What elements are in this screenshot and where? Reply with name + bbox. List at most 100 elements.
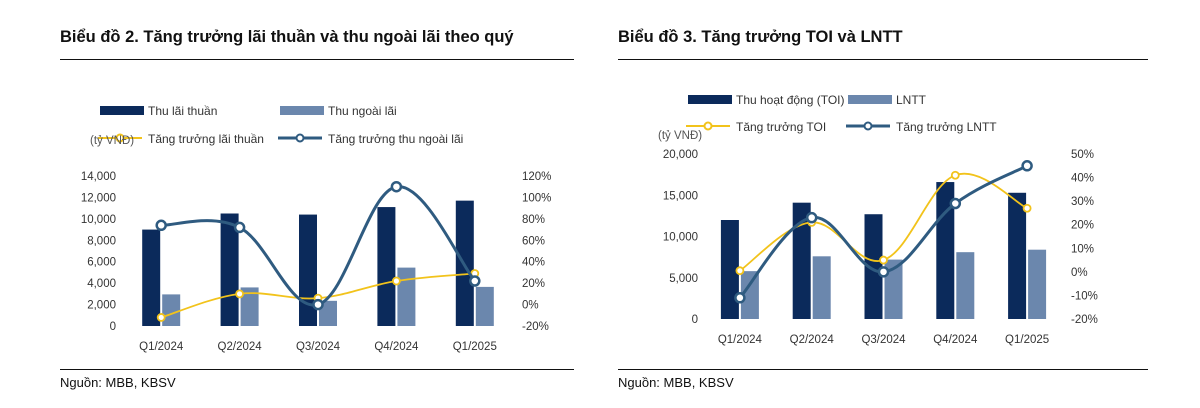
legend-swatch bbox=[688, 95, 732, 104]
y-right-tick-label: -10% bbox=[1071, 290, 1098, 302]
legend-label: Tăng trưởng LNTT bbox=[896, 120, 997, 134]
y-left-tick-label: 2,000 bbox=[87, 300, 116, 312]
y-right-tick-label: -20% bbox=[522, 321, 549, 333]
y-left-tick-label: 4,000 bbox=[87, 278, 116, 290]
bar bbox=[792, 202, 811, 319]
series-point bbox=[877, 266, 890, 278]
y-right-tick-label: 0% bbox=[1071, 267, 1088, 279]
x-tick-label: Q3/2024 bbox=[861, 334, 906, 346]
chart-title: Biểu đồ 3. Tăng trưởng TOI và LNTT bbox=[618, 28, 903, 46]
title-rule bbox=[618, 59, 1148, 60]
legend-label: LNTT bbox=[896, 93, 927, 107]
legend-label: Thu lãi thuần bbox=[148, 104, 217, 118]
y-left-tick-label: 12,000 bbox=[81, 192, 116, 204]
source-rule bbox=[618, 369, 1148, 370]
legend-label: Thu ngoài lãi bbox=[328, 104, 397, 118]
bar bbox=[956, 252, 975, 319]
legend-swatch bbox=[100, 106, 144, 115]
y-right-tick-label: 60% bbox=[522, 235, 545, 247]
legend-label: Tăng trưởng TOI bbox=[736, 120, 826, 134]
y-right-tick-label: 120% bbox=[522, 171, 551, 183]
x-tick-label: Q2/2024 bbox=[218, 341, 263, 353]
bar bbox=[740, 271, 759, 319]
y-right-tick-label: -20% bbox=[1071, 314, 1098, 326]
x-tick-label: Q2/2024 bbox=[790, 334, 835, 346]
series-line bbox=[161, 185, 476, 307]
series-point bbox=[1021, 160, 1033, 172]
bar bbox=[319, 300, 337, 326]
x-tick-label: Q1/2025 bbox=[453, 341, 497, 353]
title-rule bbox=[60, 59, 574, 60]
series-line bbox=[738, 164, 1028, 299]
series-point bbox=[469, 275, 481, 287]
y-right-tick-label: 20% bbox=[522, 278, 545, 290]
x-tick-label: Q1/2024 bbox=[718, 334, 763, 346]
y-right-tick-label: 40% bbox=[522, 257, 545, 269]
legend-marker bbox=[295, 133, 305, 143]
legend-marker bbox=[703, 121, 713, 131]
legend-marker bbox=[863, 121, 873, 131]
series-point bbox=[233, 221, 246, 234]
bar bbox=[720, 220, 739, 319]
bar bbox=[240, 287, 259, 326]
bar bbox=[1028, 249, 1047, 319]
bar bbox=[162, 294, 181, 326]
series-point bbox=[734, 292, 746, 304]
y-left-tick-label: 20,000 bbox=[663, 149, 698, 161]
legend-swatch bbox=[280, 106, 324, 115]
series-point bbox=[879, 255, 888, 265]
y-right-tick-label: 10% bbox=[1071, 243, 1094, 255]
y-left-tick-label: 15,000 bbox=[663, 190, 698, 202]
bar bbox=[397, 267, 416, 326]
y-left-tick-label: 8,000 bbox=[87, 235, 116, 247]
series-point bbox=[805, 211, 818, 224]
y-left-tick-label: 0 bbox=[692, 314, 698, 326]
x-tick-label: Q1/2025 bbox=[1005, 334, 1049, 346]
bar bbox=[299, 214, 317, 326]
y-right-tick-label: 40% bbox=[1071, 173, 1094, 185]
chart-panel-2: Biểu đồ 2. Tăng trưởng lãi thuần và thu … bbox=[60, 0, 574, 408]
y-right-tick-label: 20% bbox=[1071, 220, 1094, 232]
legend-swatch bbox=[848, 95, 892, 104]
bar bbox=[864, 214, 883, 319]
y-left-tick-label: 5,000 bbox=[669, 273, 698, 285]
bar bbox=[884, 259, 903, 319]
source-rule bbox=[60, 369, 574, 370]
chart-title: Biểu đồ 2. Tăng trưởng lãi thuần và thu … bbox=[60, 28, 514, 46]
y-right-tick-label: 0% bbox=[522, 300, 539, 312]
legend-label: Thu hoạt động (TOI) bbox=[736, 93, 845, 107]
y-left-tick-label: 14,000 bbox=[81, 171, 116, 183]
y-left-tick-label: 10,000 bbox=[663, 232, 698, 244]
series-point bbox=[155, 219, 167, 232]
source-note: Nguồn: MBB, KBSV bbox=[60, 375, 176, 390]
legend-label: Tăng trưởng thu ngoài lãi bbox=[328, 132, 463, 146]
series-point bbox=[1022, 203, 1032, 213]
x-tick-label: Q4/2024 bbox=[374, 341, 419, 353]
series-point bbox=[235, 289, 245, 299]
unit-label: (tỷ VNĐ) bbox=[658, 130, 702, 142]
chart-2-svg: Thu lãi thuần Thu ngoài lãi Tăng trưởng lã… bbox=[81, 104, 552, 353]
x-tick-label: Q1/2024 bbox=[139, 341, 184, 353]
series-point bbox=[391, 276, 401, 286]
series-point bbox=[390, 180, 403, 193]
chart-panel-3: Biểu đồ 3. Tăng trưởng TOI và LNTT Thu h… bbox=[618, 0, 1148, 408]
legend-marker bbox=[115, 133, 125, 143]
y-left-tick-label: 0 bbox=[110, 321, 116, 333]
series-point bbox=[949, 197, 962, 210]
y-right-tick-label: 30% bbox=[1071, 196, 1094, 208]
bar bbox=[142, 229, 161, 326]
series-point bbox=[312, 298, 324, 311]
series-point bbox=[735, 266, 745, 276]
bar bbox=[475, 286, 494, 326]
chart-3-svg: Thu hoạt động (TOI) LNTT Tăng trưởng TOI Tă… bbox=[658, 93, 1098, 346]
y-left-tick-label: 10,000 bbox=[81, 214, 116, 226]
series-point bbox=[156, 313, 166, 322]
y-left-tick-label: 6,000 bbox=[87, 257, 116, 269]
unit-label: (tỷ VNĐ) bbox=[90, 135, 134, 147]
bar bbox=[1008, 192, 1027, 319]
bar bbox=[812, 256, 831, 319]
bar bbox=[377, 207, 396, 326]
legend-label: Tăng trưởng lãi thuần bbox=[148, 132, 264, 146]
source-note: Nguồn: MBB, KBSV bbox=[618, 375, 734, 390]
x-tick-label: Q3/2024 bbox=[296, 341, 341, 353]
